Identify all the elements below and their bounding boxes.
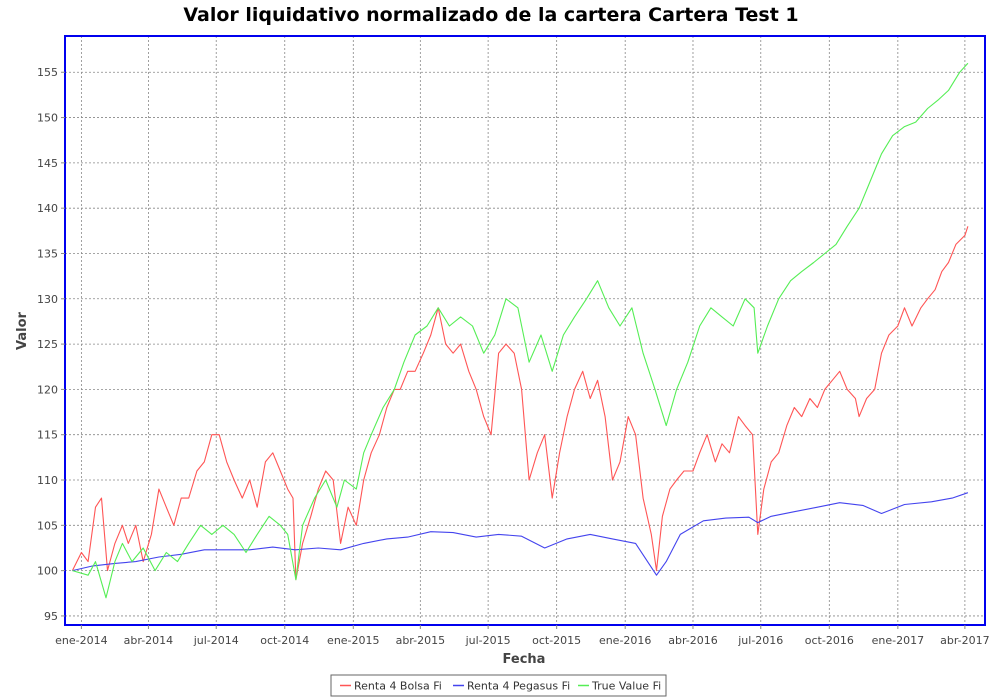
x-tick-label: abr-2016 xyxy=(668,634,718,647)
y-tick-label: 125 xyxy=(37,338,58,351)
y-tick-label: 110 xyxy=(37,474,58,487)
legend-item-label: Renta 4 Bolsa Fi xyxy=(354,680,442,693)
y-tick-label: 100 xyxy=(37,565,58,578)
legend-box xyxy=(330,674,667,697)
series-lines xyxy=(71,62,969,599)
x-tick-label: abr-2017 xyxy=(940,634,990,647)
y-tick-label: 130 xyxy=(37,293,58,306)
series-line-1 xyxy=(71,226,969,581)
x-tick-label: ene-2016 xyxy=(599,634,651,647)
grid-lines xyxy=(65,36,985,625)
legend-item-label: True Value Fi xyxy=(591,680,661,693)
y-tick-label: 120 xyxy=(37,383,58,396)
x-axis: ene-2014 abr-2014 jul-2014 oct-2014 ene-2015… xyxy=(55,625,990,647)
x-tick-label: abr-2014 xyxy=(124,634,174,647)
y-tick-label: 140 xyxy=(37,202,58,215)
x-tick-label: oct-2016 xyxy=(805,634,854,647)
y-tick-label: 95 xyxy=(44,610,58,623)
y-tick-label: 105 xyxy=(37,519,58,532)
y-tick-label: 145 xyxy=(37,157,58,170)
x-tick-label: jul-2015 xyxy=(465,634,511,647)
legend: Renta 4 Bolsa Fi Renta 4 Pegasus Fi True V… xyxy=(330,674,667,697)
plot-area xyxy=(64,35,986,626)
y-tick-label: 135 xyxy=(37,247,58,260)
chart-title: Valor liquidativo normalizado de la cart… xyxy=(183,4,798,26)
y-tick-label: 155 xyxy=(37,66,58,79)
series-line-3 xyxy=(72,62,969,599)
series-line-2 xyxy=(72,492,969,576)
x-tick-label: oct-2014 xyxy=(260,634,309,647)
x-tick-label: ene-2017 xyxy=(872,634,924,647)
x-tick-label: abr-2015 xyxy=(396,634,446,647)
x-tick-label: ene-2014 xyxy=(55,634,107,647)
y-tick-label: 150 xyxy=(37,112,58,125)
x-tick-label: jul-2014 xyxy=(193,634,239,647)
y-axis-label: Valor xyxy=(15,311,30,350)
x-tick-label: ene-2015 xyxy=(327,634,379,647)
y-axis: 95 100 105 110 115 120 125 130 135 140 145 150 155 xyxy=(37,66,65,623)
x-tick-label: jul-2016 xyxy=(737,634,783,647)
x-axis-label: Fecha xyxy=(503,652,546,667)
y-tick-label: 115 xyxy=(37,429,58,442)
x-tick-label: oct-2015 xyxy=(532,634,581,647)
legend-item-label: Renta 4 Pegasus Fi xyxy=(467,680,570,693)
